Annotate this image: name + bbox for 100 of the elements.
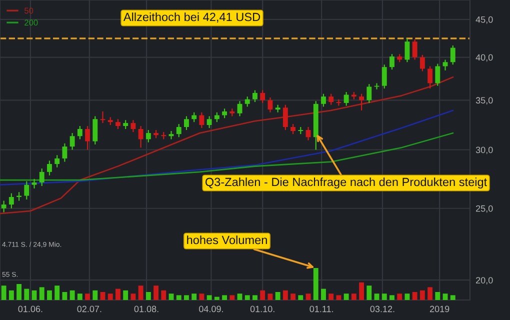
bar: [237, 294, 242, 300]
bar: [336, 295, 342, 300]
candlestick: [428, 66, 433, 90]
candlestick: [412, 38, 418, 60]
bar: [328, 294, 334, 300]
bar: [138, 286, 144, 300]
candlestick: [146, 129, 151, 143]
bar: [199, 294, 204, 300]
bar: [359, 282, 364, 300]
bar: [39, 287, 44, 300]
candlestick: [404, 38, 410, 63]
bar: [108, 294, 113, 300]
y-tick-label: 45,0: [476, 16, 493, 24]
candlestick: [138, 125, 144, 148]
candlestick: [192, 112, 197, 123]
x-tick-label: 02.07.: [77, 306, 102, 312]
x-tick-label: 01.06.: [18, 306, 42, 312]
candlestick: [328, 93, 334, 106]
bar: [161, 290, 166, 300]
legend-label: 200: [24, 20, 38, 26]
bar: [321, 288, 326, 300]
y-tick-label: 30,0: [476, 146, 493, 154]
bar: [230, 295, 235, 300]
x-tick-label: 01.08.: [134, 306, 158, 312]
candlestick: [390, 54, 394, 70]
annotation: hohes Volumen: [187, 235, 267, 244]
bar: [54, 286, 60, 300]
y-tick-label: 20,0: [476, 277, 493, 285]
bar: [428, 287, 433, 300]
bar: [62, 292, 68, 300]
bar: [222, 295, 228, 300]
bar: [192, 294, 197, 300]
bar: [130, 294, 136, 300]
bar: [382, 294, 387, 300]
bar: [184, 295, 189, 300]
candlestick: [1, 200, 6, 213]
bar: [412, 292, 418, 300]
candlestick: [176, 123, 182, 138]
bar: [244, 295, 250, 300]
bar: [344, 294, 349, 300]
bar: [351, 294, 356, 300]
annotation: Allzeithoch bei 42,41 USD: [123, 12, 260, 23]
bar: [275, 292, 280, 300]
bar: [47, 290, 52, 300]
candlestick: [336, 98, 342, 106]
bar: [32, 290, 37, 300]
bar: [70, 290, 75, 300]
candlestick: [32, 178, 37, 189]
bar: [313, 268, 318, 300]
candlestick: [8, 192, 14, 209]
bar: [442, 294, 448, 300]
candlestick: [24, 180, 30, 200]
candlestick: [420, 54, 425, 72]
candlestick: [214, 112, 220, 123]
bar: [176, 295, 182, 300]
bar: [298, 295, 304, 300]
bar: [260, 290, 266, 300]
candlestick: [100, 110, 106, 124]
candlestick: [260, 90, 266, 104]
bar: [123, 290, 128, 300]
bar: [282, 290, 288, 300]
bar: [206, 295, 212, 300]
x-tick-label: 04.09.: [199, 306, 223, 312]
bar: [306, 294, 311, 300]
candlestick: [252, 90, 258, 103]
bar: [168, 294, 174, 300]
x-tick-label: 01.10.: [250, 306, 274, 312]
y-tick-label: 40,0: [476, 54, 493, 62]
y-tick-label: 25,0: [476, 205, 493, 213]
candlestick: [268, 96, 273, 113]
bar: [268, 294, 273, 300]
candlestick: [85, 125, 90, 150]
candlestick: [206, 116, 212, 129]
bar: [366, 286, 372, 300]
bar: [146, 292, 151, 300]
candlestick: [237, 100, 242, 117]
bar: [450, 295, 456, 300]
bar: [16, 284, 22, 300]
candlestick: [366, 84, 372, 104]
candlestick: [184, 116, 189, 131]
bar: [154, 286, 159, 300]
x-tick-label: 01.11.: [310, 306, 333, 312]
bar: [85, 294, 90, 300]
candlestick: [244, 96, 250, 108]
candlestick: [222, 108, 228, 119]
bar: [116, 288, 120, 300]
candlestick: [54, 154, 60, 168]
bar: [77, 294, 82, 300]
x-tick-label: 03.12.: [370, 306, 394, 312]
line-series: [0, 76, 454, 214]
candlestick: [450, 44, 456, 66]
candlestick: [77, 125, 82, 140]
candlestick: [62, 142, 68, 162]
bar: [420, 290, 425, 300]
candlestick: [47, 160, 52, 176]
bar: [214, 296, 220, 300]
bar: [397, 294, 402, 300]
bar: [374, 294, 380, 300]
bar: [290, 294, 296, 300]
candlestick: [92, 116, 98, 145]
